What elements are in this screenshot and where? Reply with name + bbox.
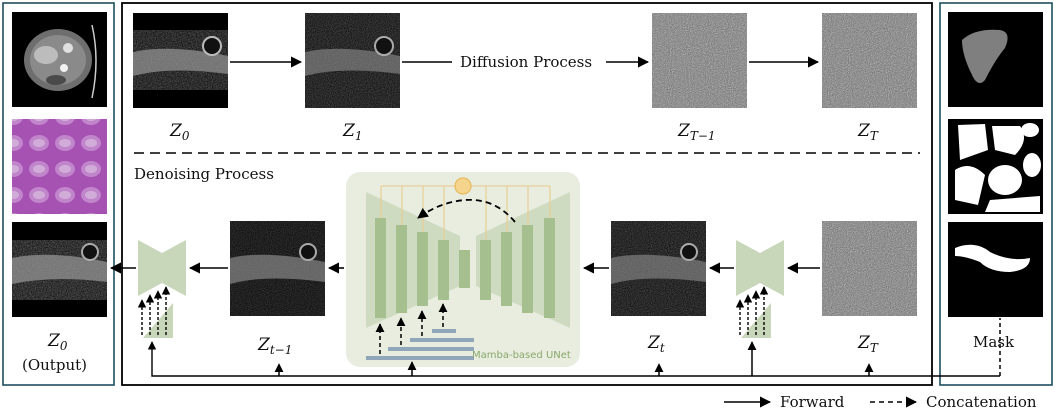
- mask-thumbnail-thyroid: [948, 222, 1043, 317]
- mask-label: Mask: [973, 333, 1015, 351]
- legend: Forward Concatenation: [724, 393, 1037, 411]
- ct-scan-thumbnail: [12, 12, 107, 107]
- output-var-z0: Z0: [47, 331, 68, 353]
- unet-label: Mamba-based UNet: [472, 350, 571, 361]
- concatenation-bus: [147, 318, 1001, 377]
- encoder-decoder-icon-left: [137, 240, 186, 338]
- left-panel-frame: [2, 2, 115, 386]
- ultrasound-output-thumbnail: [12, 222, 107, 317]
- z-t-minus-1-image: [230, 221, 325, 316]
- z1-image: [305, 13, 400, 108]
- top-var-zt1: ZT−1: [677, 121, 716, 143]
- mamba-unet-block: Mamba-based UNet: [346, 172, 580, 367]
- z-t-minus-1-noise-image: [652, 13, 747, 108]
- diffusion-process-label: Diffusion Process: [460, 53, 592, 71]
- top-var-zT: ZT: [857, 121, 879, 143]
- time-embedding-icon: [454, 177, 472, 195]
- bottom-var-zT: ZT: [857, 333, 879, 355]
- bottom-var-zt: Zt: [647, 333, 665, 355]
- input-stairs: [366, 329, 474, 360]
- z0-image: [133, 13, 228, 108]
- zT-noise-image: [822, 13, 917, 108]
- z-t-image: [611, 221, 706, 316]
- output-label: (Output): [22, 356, 87, 374]
- bottleneck-dashed-curve: [417, 199, 516, 223]
- histology-thumbnail: [12, 119, 107, 214]
- denoising-process-label: Denoising Process: [134, 165, 274, 183]
- mask-thumbnail-glands: [948, 119, 1043, 214]
- zT-bottom-noise-image: [822, 221, 917, 316]
- right-panel-frame: [939, 2, 1053, 386]
- main-panel-frame: [121, 2, 933, 386]
- top-var-z0: Z0: [169, 121, 190, 143]
- legend-concat-label: Concatenation: [926, 393, 1037, 411]
- input-dashed-arrows: [375, 303, 448, 354]
- top-var-z1: Z1: [342, 121, 362, 143]
- mask-thumbnail-liver: [948, 12, 1043, 107]
- legend-forward-label: Forward: [780, 393, 845, 411]
- encoder-decoder-icon-right: [735, 240, 784, 338]
- bottom-var-zt1: Zt−1: [257, 335, 292, 357]
